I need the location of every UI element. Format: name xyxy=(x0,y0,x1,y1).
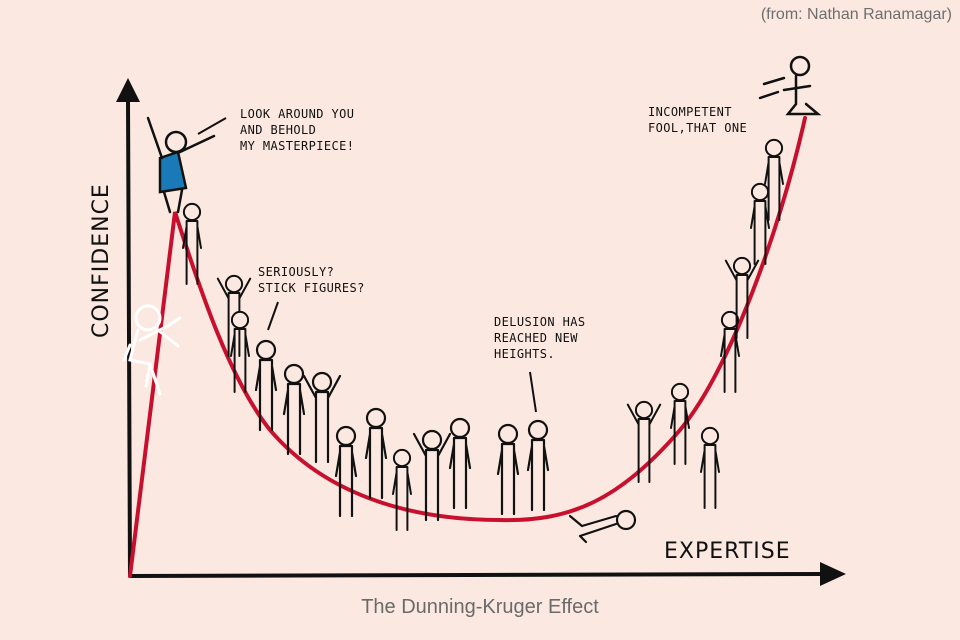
speech-delusion: DELUSION HAS REACHED NEW HEIGHTS. xyxy=(494,315,593,361)
figure-caption: The Dunning-Kruger Effect xyxy=(361,596,599,618)
stick-figure-body xyxy=(282,382,306,456)
stick-figures-pointer xyxy=(267,301,279,331)
stick-figure-head xyxy=(764,138,784,158)
stick-figure xyxy=(230,310,250,393)
peak-speech-mark xyxy=(197,117,227,135)
stick-figure xyxy=(302,371,342,464)
speech-masterpiece: LOOK AROUND YOU AND BEHOLD MY MASTERPIEC… xyxy=(240,107,362,153)
stick-figure xyxy=(448,417,472,510)
stick-figure-head xyxy=(634,400,654,420)
y-axis-label: CONFIDENCE xyxy=(89,183,114,338)
stick-figure-head xyxy=(700,426,720,446)
stick-figure-head xyxy=(449,417,471,439)
summit-figure xyxy=(758,55,822,116)
stick-figure xyxy=(720,310,740,393)
stick-figure-body xyxy=(448,436,472,510)
stick-figure-head xyxy=(750,182,770,202)
stick-figure-head xyxy=(255,339,277,361)
stick-figure-body xyxy=(496,442,520,516)
stick-figure-body xyxy=(626,403,662,483)
stick-figure xyxy=(764,138,784,221)
stick-figure-body xyxy=(230,328,250,393)
stick-figure-body xyxy=(750,200,770,265)
stick-figure-head xyxy=(421,429,443,451)
stick-figure-head xyxy=(224,274,244,294)
stick-figure xyxy=(182,202,202,285)
stick-figure-head xyxy=(527,419,549,441)
stick-figure-head xyxy=(230,310,250,330)
y-axis-arrowhead xyxy=(116,78,140,102)
stick-figure-body xyxy=(764,156,784,221)
stick-figure-body xyxy=(724,259,760,339)
lying-figure-body xyxy=(568,514,618,544)
stick-figure xyxy=(334,425,358,518)
stick-figure xyxy=(364,407,388,500)
stick-figure xyxy=(750,182,770,265)
stick-figure xyxy=(700,426,720,509)
lying-figure-head xyxy=(615,509,637,531)
stick-figure-body xyxy=(720,328,740,393)
speech-stick-figures: SERIOUSLY? STICK FIGURES? xyxy=(258,265,365,295)
stick-figure-head xyxy=(283,363,305,385)
stick-figure-body xyxy=(334,444,358,518)
stick-figure-head xyxy=(182,202,202,222)
stick-figure-head xyxy=(335,425,357,447)
stick-figure xyxy=(254,339,278,432)
x-axis-label: EXPERTISE xyxy=(664,539,791,564)
source-credit: (from: Nathan Ranamagar) xyxy=(760,6,952,23)
stick-figure xyxy=(626,400,662,483)
stick-figure-head xyxy=(497,423,519,445)
peak-figure xyxy=(146,116,216,214)
stick-figure xyxy=(282,363,306,456)
lying-figure xyxy=(568,509,637,544)
x-axis-arrowhead xyxy=(820,562,846,586)
stick-figure xyxy=(496,423,520,516)
chalk-figure xyxy=(122,304,182,396)
speech-fool: INCOMPETENT FOOL,THAT ONE xyxy=(648,105,747,135)
stick-figure-head xyxy=(311,371,333,393)
stick-figure-body xyxy=(526,438,550,512)
delusion-pointer xyxy=(529,371,537,413)
stick-figure xyxy=(724,256,760,339)
crowd xyxy=(182,138,784,544)
stick-figure-body xyxy=(182,220,202,285)
stick-figure xyxy=(392,448,412,531)
stick-figure-head xyxy=(670,382,690,402)
stick-figure-body xyxy=(700,444,720,509)
stick-figure xyxy=(526,419,550,512)
stick-figure-body xyxy=(392,466,412,531)
stick-figure xyxy=(670,382,690,465)
stick-figure-body xyxy=(670,400,690,465)
stick-figure-head xyxy=(732,256,752,276)
stick-figure-head xyxy=(392,448,412,468)
y-axis xyxy=(126,98,132,578)
stick-figure xyxy=(412,429,452,522)
stick-figure-body xyxy=(364,426,388,500)
stick-figure-body xyxy=(302,374,342,464)
stick-figure-body xyxy=(254,358,278,432)
stick-figure-head xyxy=(365,407,387,429)
x-axis xyxy=(128,572,824,578)
stick-figure-body xyxy=(412,432,452,522)
